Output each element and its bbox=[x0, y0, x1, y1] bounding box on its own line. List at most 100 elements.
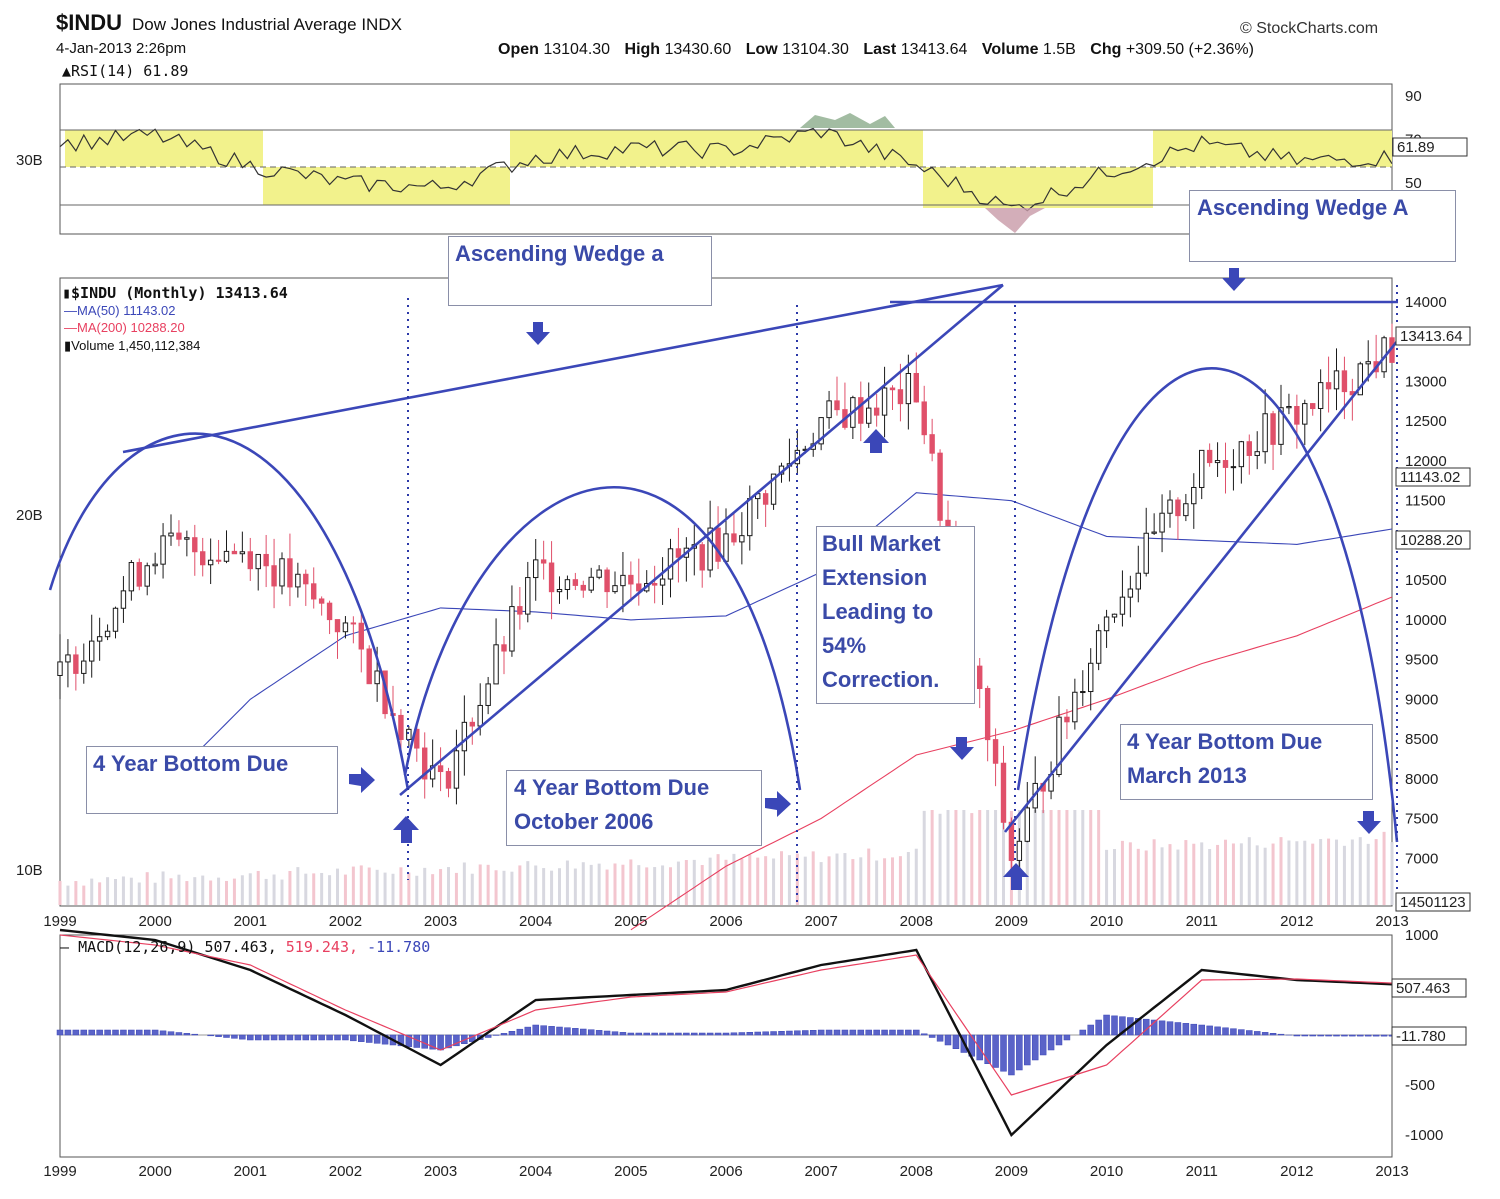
quote-label: Last bbox=[863, 41, 901, 58]
svg-text:10288.20: 10288.20 bbox=[1400, 532, 1463, 549]
macd-hist-bar bbox=[1055, 1034, 1063, 1046]
candle bbox=[184, 530, 190, 557]
candle bbox=[842, 382, 848, 430]
volume-bar bbox=[121, 876, 125, 905]
volume-bar bbox=[185, 881, 189, 905]
macd-hist-bar bbox=[532, 1024, 539, 1036]
volume-bar bbox=[1390, 842, 1394, 905]
macd-hist-bar bbox=[897, 1029, 904, 1036]
macd-hist-bar bbox=[445, 1034, 452, 1049]
volume-bar bbox=[589, 864, 593, 905]
price-tick-label: 13000 bbox=[1405, 373, 1447, 390]
macd-legend: — MACD(12,26,9) 507.463, 519.243, -11.78… bbox=[60, 938, 431, 956]
candle bbox=[1286, 393, 1292, 415]
volume-bar bbox=[431, 874, 435, 905]
macd-hist-bar bbox=[580, 1028, 587, 1036]
year-tick-label: 2003 bbox=[424, 913, 457, 930]
volume-bar bbox=[1049, 810, 1053, 905]
candle bbox=[200, 537, 206, 577]
candle bbox=[1254, 431, 1260, 470]
candle bbox=[651, 565, 658, 604]
volume-bar bbox=[629, 859, 633, 905]
volume-bar bbox=[573, 868, 577, 905]
macd-hist-bar bbox=[754, 1031, 761, 1036]
candle bbox=[1206, 443, 1213, 467]
candle bbox=[1302, 399, 1308, 446]
macd-hist-bar bbox=[595, 1030, 603, 1036]
macd-hist-bar bbox=[278, 1034, 286, 1041]
year-tick-label: 2002 bbox=[329, 913, 362, 930]
quote-row: Open 13104.30 High 13430.60 Low 13104.30… bbox=[498, 41, 1264, 59]
macd-hist-bar bbox=[524, 1026, 532, 1036]
volume-bar bbox=[891, 857, 894, 905]
candle bbox=[318, 596, 325, 616]
candle bbox=[176, 520, 182, 547]
macd-hist-bar bbox=[159, 1030, 167, 1036]
hist-last-label: -11.780 bbox=[1391, 1026, 1467, 1046]
svg-text:11143.02: 11143.02 bbox=[1400, 469, 1460, 486]
macd-hist-bar bbox=[1325, 1034, 1332, 1037]
macd-hist-bar bbox=[1364, 1034, 1372, 1037]
up-arrow-2009 bbox=[1003, 863, 1029, 890]
volume-bar bbox=[708, 857, 712, 905]
macd-hist-bar bbox=[373, 1034, 381, 1044]
candle bbox=[501, 636, 507, 675]
candle bbox=[1365, 340, 1371, 382]
volume-bar bbox=[1224, 839, 1227, 905]
macd-hist-bar bbox=[936, 1034, 944, 1042]
signal-line bbox=[59, 934, 1393, 1096]
volume-tick-label: 20B bbox=[16, 507, 43, 524]
year-tick-label: 2010 bbox=[1090, 1163, 1123, 1180]
macd-hist-bar bbox=[437, 1034, 444, 1051]
volume-bar bbox=[1271, 843, 1275, 905]
macd-hist-bar bbox=[770, 1031, 777, 1036]
candle bbox=[636, 558, 642, 606]
volume-bar bbox=[669, 867, 672, 905]
candle bbox=[358, 612, 364, 673]
candle bbox=[1072, 678, 1078, 730]
macd-hist-bar bbox=[928, 1034, 936, 1038]
macd-hist-bar bbox=[1016, 1034, 1023, 1071]
macd-hist-bar bbox=[675, 1032, 682, 1036]
volume-bar bbox=[938, 813, 942, 905]
candle bbox=[858, 381, 864, 442]
macd-hist-bar bbox=[952, 1034, 960, 1049]
candle bbox=[295, 562, 301, 598]
down-arrow-2013 bbox=[1357, 811, 1381, 834]
candle bbox=[659, 557, 666, 605]
candle bbox=[437, 747, 444, 792]
ma50-legend: —MA(50) 11143.02 bbox=[64, 303, 176, 318]
macd-hist-bar bbox=[484, 1034, 492, 1038]
volume-bar bbox=[875, 860, 879, 905]
candle bbox=[747, 485, 753, 551]
volume-legend: ▮Volume 1,450,112,384 bbox=[64, 338, 201, 353]
macd-hist-bar bbox=[691, 1032, 698, 1036]
year-tick-label: 2012 bbox=[1280, 913, 1313, 930]
year-tick-label: 2002 bbox=[329, 1163, 362, 1180]
candle bbox=[239, 531, 246, 563]
quote-label: Low bbox=[745, 41, 783, 58]
rsi-tick-label: 50 bbox=[1405, 175, 1422, 192]
volume-bar bbox=[867, 848, 871, 905]
volume-bar bbox=[1239, 843, 1243, 905]
candle bbox=[762, 489, 769, 527]
candle bbox=[1191, 473, 1197, 529]
macd-hist-bar bbox=[849, 1029, 857, 1036]
volume-bar bbox=[772, 858, 776, 905]
volume-bar bbox=[225, 880, 228, 905]
price-tick-label: 14000 bbox=[1405, 294, 1447, 311]
candle bbox=[984, 685, 991, 762]
macd-hist-bar bbox=[1317, 1034, 1324, 1037]
candle bbox=[929, 418, 935, 462]
volume-bar bbox=[700, 865, 704, 905]
candle bbox=[1317, 369, 1324, 432]
source-watermark: © StockCharts.com bbox=[1240, 20, 1379, 37]
volume-bar bbox=[114, 879, 117, 905]
candle bbox=[231, 543, 238, 555]
macd-hist-bar bbox=[1261, 1032, 1269, 1036]
macd-hist-bar bbox=[651, 1032, 658, 1036]
volume-bar bbox=[764, 856, 768, 905]
year-tick-label: 2012 bbox=[1280, 1163, 1313, 1180]
macd-hist-bar bbox=[619, 1032, 627, 1036]
